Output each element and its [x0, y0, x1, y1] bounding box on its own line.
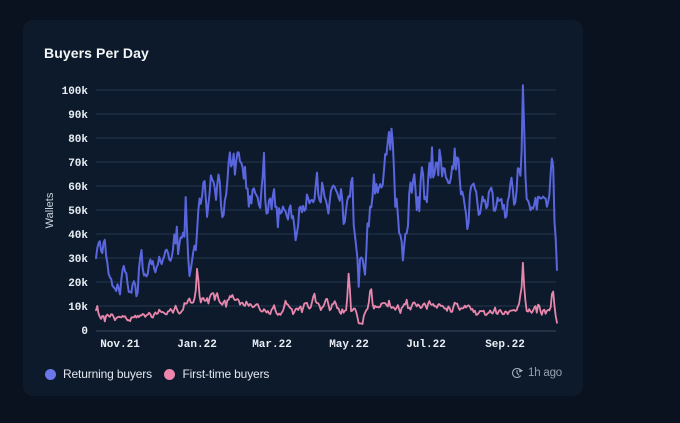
svg-text:Sep.22: Sep.22 — [485, 339, 525, 351]
svg-text:40k: 40k — [68, 230, 88, 242]
svg-text:Jan.22: Jan.22 — [177, 339, 217, 351]
svg-text:80k: 80k — [68, 134, 88, 146]
svg-text:Jul.22: Jul.22 — [406, 339, 446, 351]
svg-text:70k: 70k — [68, 158, 88, 170]
svg-text:50k: 50k — [68, 206, 88, 218]
svg-text:0: 0 — [81, 326, 88, 338]
svg-text:10k: 10k — [68, 302, 88, 314]
svg-text:90k: 90k — [68, 110, 88, 122]
svg-text:Mar.22: Mar.22 — [252, 339, 292, 351]
svg-text:30k: 30k — [68, 254, 88, 266]
svg-text:Wallets: Wallets — [44, 192, 56, 228]
svg-text:Nov.21: Nov.21 — [100, 339, 140, 351]
svg-text:May.22: May.22 — [329, 339, 369, 351]
svg-text:20k: 20k — [68, 278, 88, 290]
svg-text:60k: 60k — [68, 182, 88, 194]
svg-text:100k: 100k — [62, 86, 89, 98]
